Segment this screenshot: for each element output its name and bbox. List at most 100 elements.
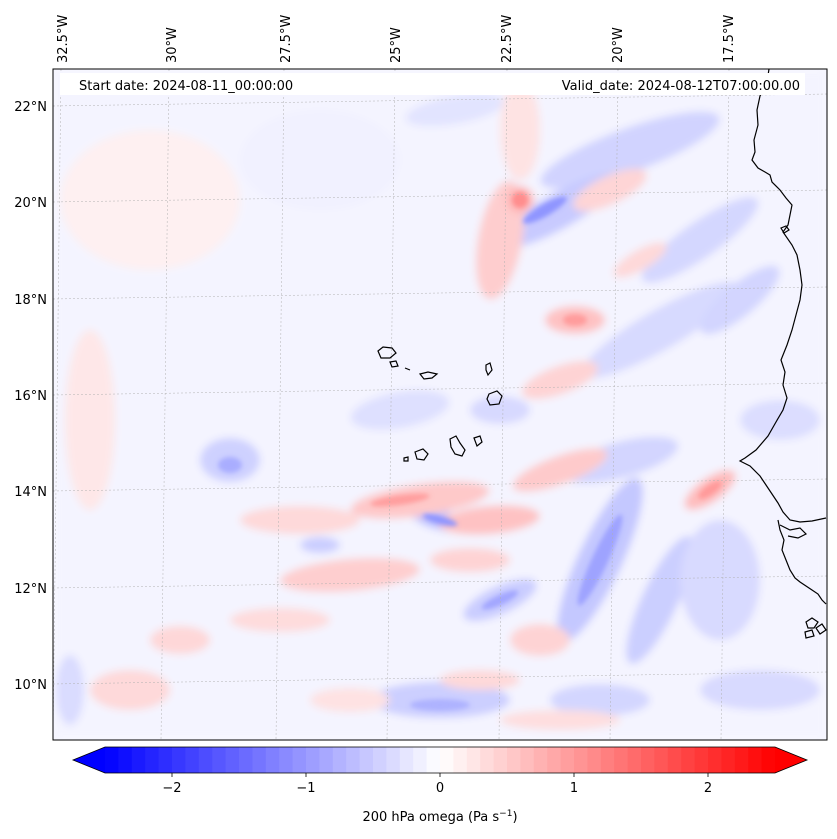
colorbar: −2 −1 0 1 2 200 hPa omega (Pa s−1)	[71, 746, 809, 825]
colorbar-segment	[319, 747, 334, 773]
lon-tick: 25°W	[389, 27, 404, 63]
colorbar-segment	[761, 747, 776, 773]
lon-tick: 20°W	[611, 27, 626, 63]
colorbar-segment	[493, 747, 508, 773]
lat-tick: 20°N	[14, 196, 47, 211]
colorbar-segment	[131, 747, 146, 773]
parallel-line	[53, 478, 827, 492]
colorbar-tick-label: −1	[296, 781, 315, 796]
lat-tick: 18°N	[14, 293, 47, 308]
cape-verde-santiago	[449, 435, 466, 457]
gridlines	[53, 69, 827, 740]
coastlines	[377, 69, 827, 639]
parallel-line	[53, 671, 827, 685]
colorbar-segment	[587, 747, 602, 773]
cape-verde-brava	[403, 456, 409, 462]
annotation-band	[60, 73, 805, 95]
colorbar-segment	[252, 747, 267, 773]
colorbar-tick-label: 1	[570, 781, 578, 796]
lon-tick: 27.5°W	[279, 15, 294, 63]
colorbar-segment	[359, 747, 374, 773]
cape-verde-maio	[473, 435, 483, 447]
colorbar-segment	[292, 747, 307, 773]
colorbar-segment	[721, 747, 736, 773]
colorbar-tick-label: 0	[436, 781, 444, 796]
colorbar-segment	[748, 747, 763, 773]
colorbar-segment	[533, 747, 548, 773]
colorbar-segment	[306, 747, 320, 773]
colorbar-segment	[373, 747, 387, 773]
colorbar-segment	[708, 747, 722, 773]
parallel-line	[53, 189, 827, 203]
lat-tick-labels: 22°N 20°N 18°N 16°N 14°N 12°N 10°N	[14, 100, 47, 693]
colorbar-segment	[426, 747, 441, 773]
colorbar-segment	[480, 747, 495, 773]
colorbar-segment	[332, 747, 347, 773]
colorbar-segment	[507, 747, 521, 773]
colorbar-segment	[627, 747, 642, 773]
gambia-guinea-coast	[777, 519, 827, 605]
colorbar-segment	[440, 747, 454, 773]
africa-coastline	[738, 69, 827, 523]
cape-verde-sao-vicente	[389, 360, 399, 368]
colorbar-segment	[681, 747, 696, 773]
colorbar-segment	[225, 747, 240, 773]
lat-tick: 10°N	[14, 678, 47, 693]
colorbar-segment	[386, 747, 401, 773]
colorbar-segment	[172, 747, 186, 773]
cape-verde-fogo	[414, 448, 429, 461]
colorbar-segments	[73, 747, 807, 773]
colorbar-tick-label: −2	[162, 781, 181, 796]
colorbar-segment	[667, 747, 682, 773]
colorbar-tick-label: 2	[704, 781, 712, 796]
bijagos-islands	[804, 617, 827, 639]
omega-field	[53, 69, 827, 740]
colorbar-outline	[71, 746, 809, 774]
colorbar-segment	[399, 747, 414, 773]
parallel-line	[53, 93, 827, 107]
colorbar-segment	[158, 747, 173, 773]
cape-verde-sao-nicolau	[404, 367, 439, 380]
valid-date-label: Valid_date: 2024-08-12T07:00:00.00	[562, 79, 800, 94]
colorbar-segment	[212, 747, 227, 773]
colorbar-segment	[198, 747, 213, 773]
colorbar-extend-min	[73, 747, 105, 773]
colorbar-segment	[279, 747, 294, 773]
start-date-label: Start date: 2024-08-11_00:00:00	[79, 79, 293, 94]
colorbar-segment	[520, 747, 535, 773]
colorbar-segment	[641, 747, 655, 773]
cape-verde-santo-antao	[377, 346, 397, 359]
colorbar-extend-max	[775, 747, 807, 773]
colorbar-segment	[574, 747, 588, 773]
colorbar-segment	[614, 747, 629, 773]
colorbar-label: 200 hPa omega (Pa s−1)	[362, 809, 517, 825]
colorbar-segment	[413, 747, 428, 773]
lat-tick: 22°N	[14, 100, 47, 115]
colorbar-segment	[560, 747, 575, 773]
canary-islands-tip	[780, 225, 790, 234]
colorbar-segment	[265, 747, 280, 773]
colorbar-segment	[547, 747, 562, 773]
colorbar-segment	[185, 747, 200, 773]
senegal-inlet	[779, 524, 808, 539]
colorbar-segment	[466, 747, 481, 773]
colorbar-segment	[118, 747, 133, 773]
parallel-line	[53, 575, 827, 589]
lon-tick: 30°W	[165, 27, 180, 63]
parallel-line	[53, 286, 827, 300]
colorbar-segment	[105, 747, 119, 773]
colorbar-segment	[453, 747, 468, 773]
colorbar-ticks: −2 −1 0 1 2	[162, 773, 712, 796]
lon-tick: 22.5°W	[500, 15, 515, 63]
cape-verde-boa-vista	[486, 390, 503, 406]
lat-tick: 12°N	[14, 582, 47, 597]
lon-tick: 17.5°W	[722, 15, 737, 63]
colorbar-segment	[734, 747, 749, 773]
lon-tick-labels: 32.5°W 30°W 27.5°W 25°W 22.5°W 20°W 17.5…	[56, 15, 737, 63]
lat-tick: 16°N	[14, 389, 47, 404]
parallel-line	[53, 382, 827, 396]
colorbar-segment	[694, 747, 709, 773]
cape-verde-sal	[485, 362, 493, 377]
colorbar-segment	[654, 747, 669, 773]
